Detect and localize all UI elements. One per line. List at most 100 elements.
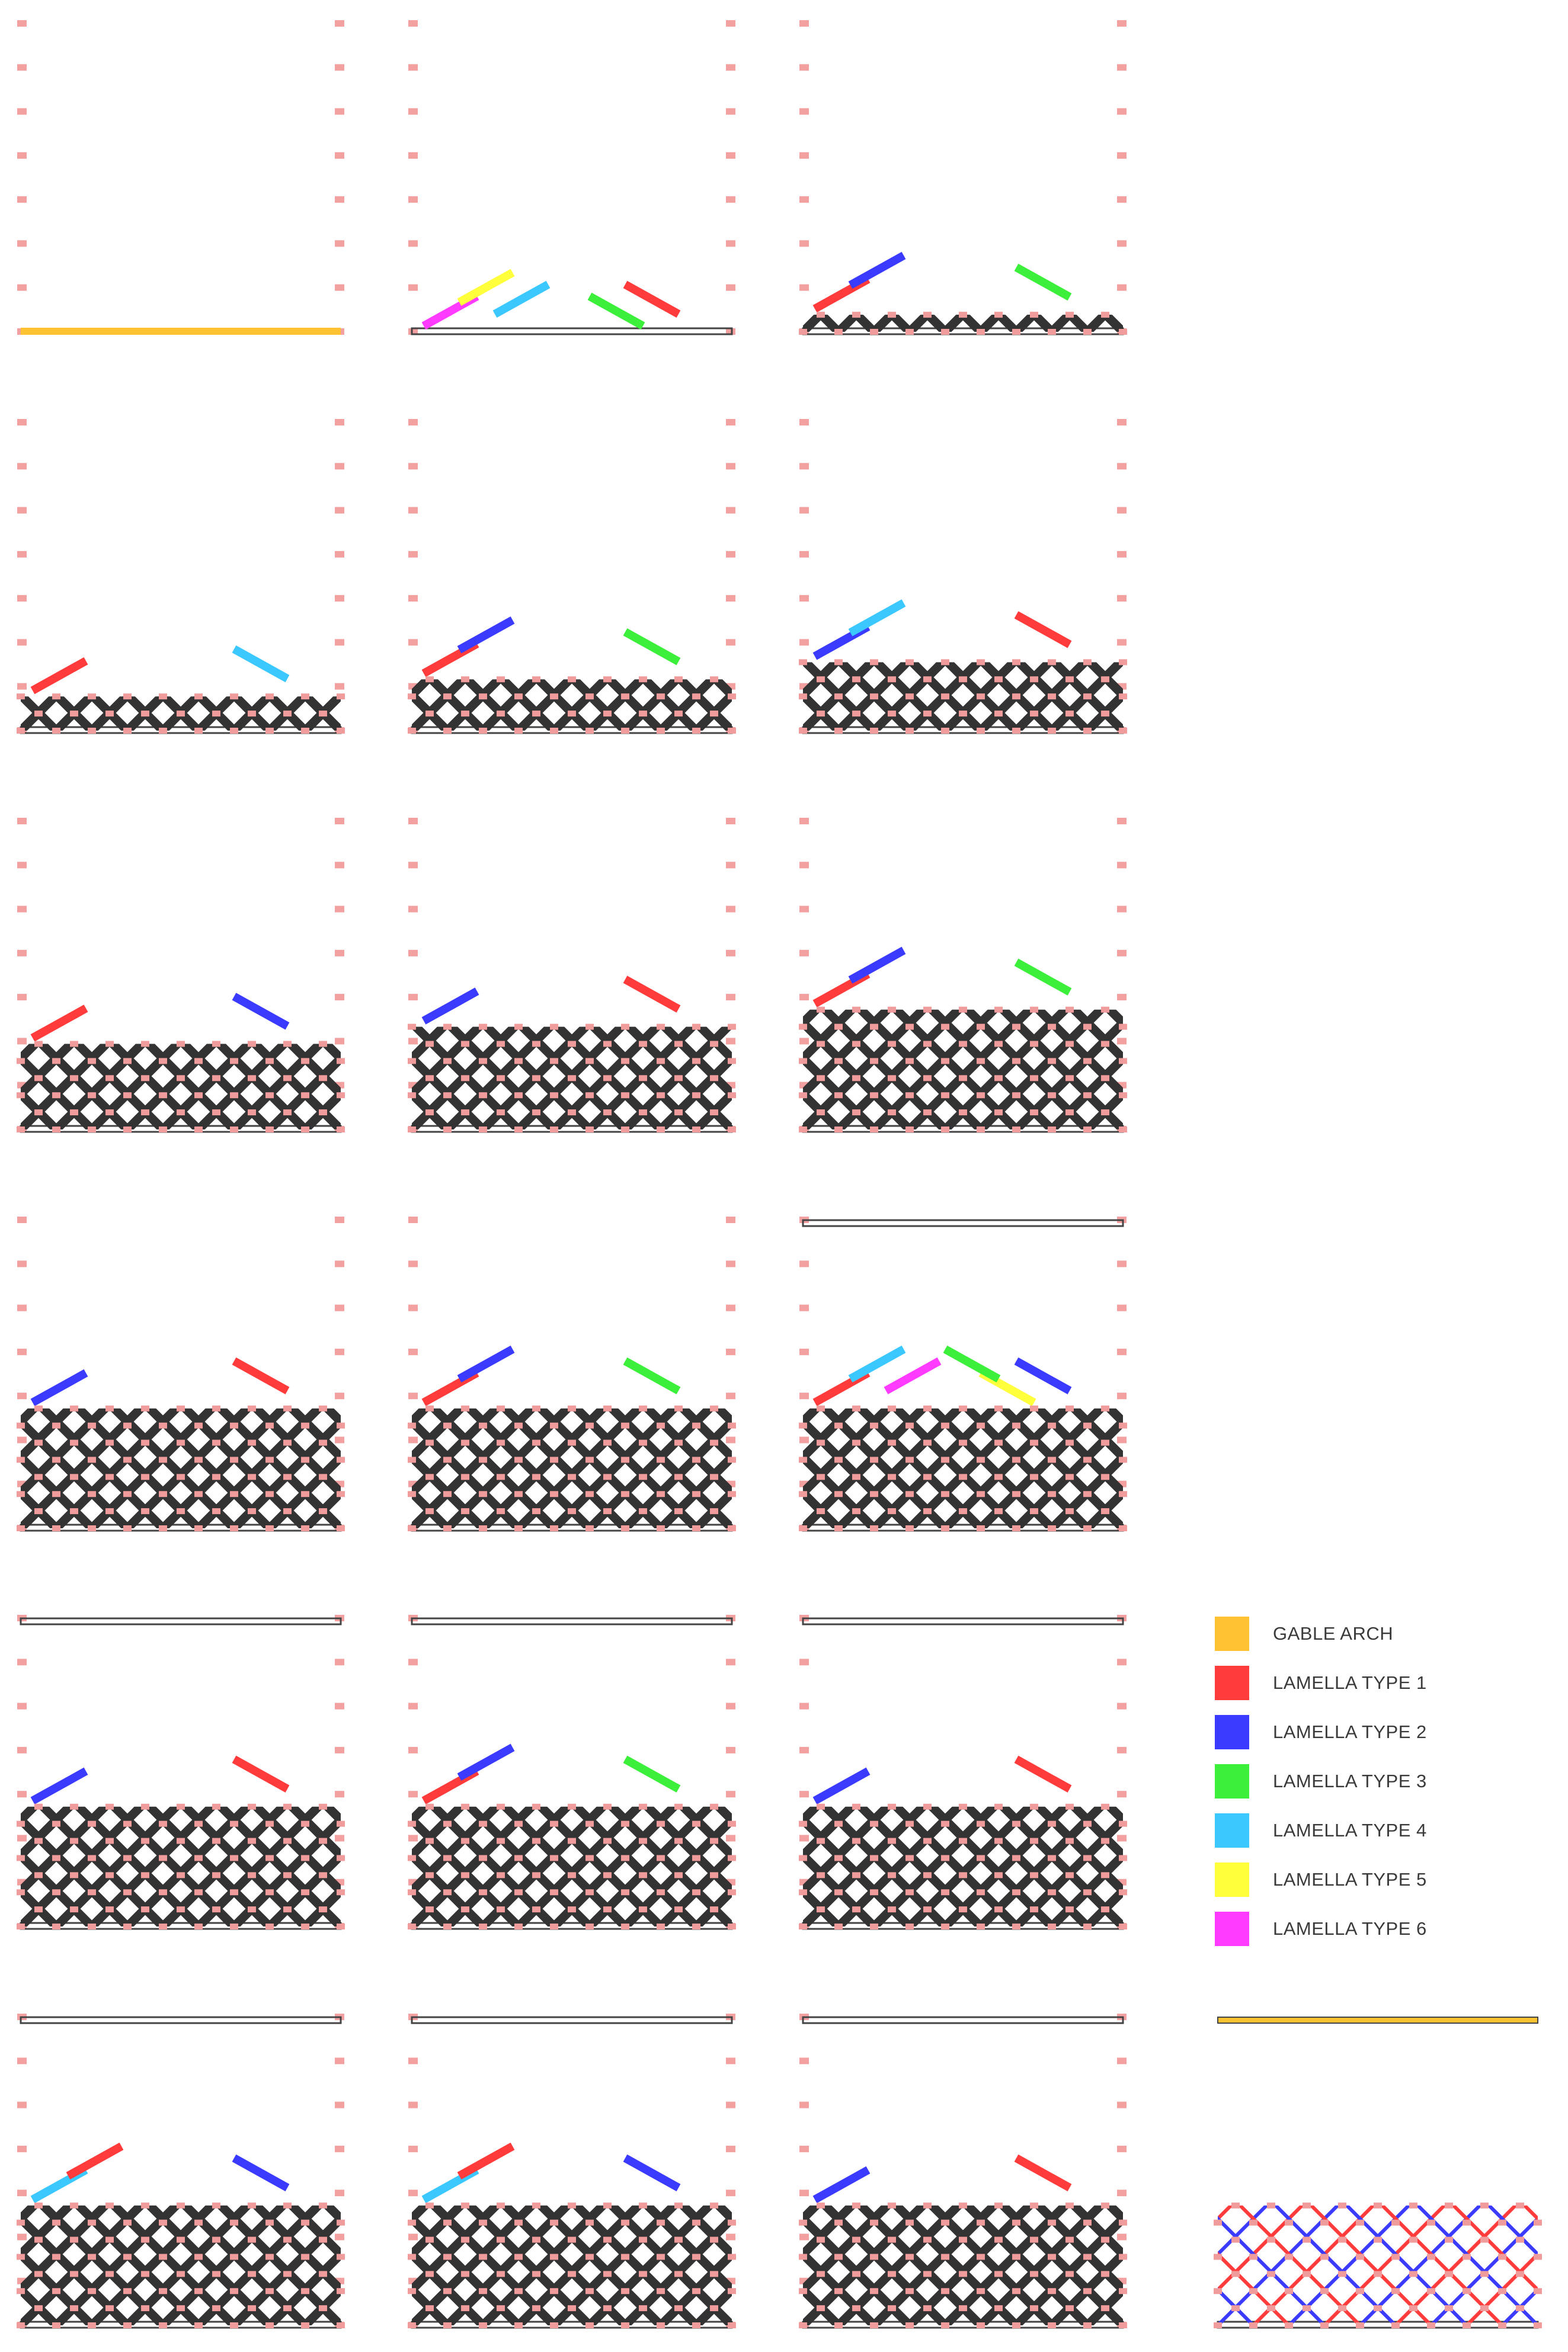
node-marker [17,1889,25,1896]
node-marker [283,1075,292,1081]
edge-marker [726,639,735,646]
node-marker [123,1924,132,1929]
node-marker [692,1457,700,1463]
base-beam [411,1524,733,1532]
node-marker [923,1405,932,1412]
lamella [1336,24,1568,332]
node-marker [888,2305,896,2312]
edge-marker [799,152,809,159]
node-marker [212,1906,220,1913]
node-marker [1356,2288,1364,2295]
node-marker [977,1422,985,1429]
edge-marker [799,2190,809,2197]
node-marker [657,1023,665,1030]
edge-marker [1117,1480,1127,1487]
node-marker [994,1041,1003,1047]
node-marker [710,1439,718,1446]
edge-marker [408,2190,418,2197]
node-marker [461,1439,469,1446]
edge-marker [1117,905,1127,913]
lamella [0,1220,9,1528]
legend-item-lamella-type-1: LAMELLA TYPE 1 [1215,1658,1547,1707]
edge-marker [1117,507,1127,514]
node-marker [994,1474,1003,1480]
node-marker [17,1855,25,1861]
node-marker [301,1457,309,1463]
lamella [1048,662,1123,731]
edge-marker [1117,419,1127,425]
node-marker [194,2322,203,2328]
node-marker [532,1508,540,1515]
node-marker [1048,728,1056,734]
node-marker [105,1906,114,1913]
node-marker [34,711,43,717]
lamella [906,315,933,332]
node-marker [141,1439,149,1446]
edge-marker [799,240,809,247]
node-marker [159,1525,167,1531]
node-marker [52,2254,60,2260]
node-marker [817,1803,825,1810]
node-marker [1285,2322,1293,2328]
node-marker [941,659,949,665]
node-marker [959,1109,967,1116]
node-marker [34,1803,43,1810]
node-marker [1119,1058,1127,1064]
node-marker [159,2322,167,2328]
node-marker [1249,2288,1257,2295]
edge-marker [335,1393,344,1400]
edge-marker [1117,2057,1127,2065]
node-marker [230,2288,238,2295]
edge-marker [799,1304,809,1311]
base-beam [20,2321,342,2329]
node-marker [17,693,25,700]
node-marker [497,1906,505,1913]
edge-marker [408,862,418,869]
node-marker [550,693,558,700]
node-marker [728,2322,736,2328]
node-marker [870,1491,878,1497]
node-marker [870,2254,878,2260]
lamella [1230,1220,1538,1528]
node-marker [585,1422,594,1429]
node-marker [1101,1006,1109,1013]
node-marker [1065,676,1074,683]
lamella [1230,821,1538,1129]
node-marker [408,2254,416,2260]
node-marker [194,693,203,700]
node-marker [657,2219,665,2226]
lamella [933,2017,1241,2325]
node-marker [550,1127,558,1132]
edge-marker [1117,1348,1127,1355]
node-marker [994,1405,1003,1412]
node-marker [1048,1092,1056,1099]
node-marker [1012,1855,1020,1861]
installed-lattice [127,423,732,731]
node-marker [532,1906,540,1913]
node-marker [319,1906,327,1913]
node-marker [977,2219,985,2226]
legend-swatch [1215,1911,1249,1946]
new-lamella-type2 [1014,1357,1072,1394]
node-marker [1338,2305,1346,2312]
lamella [519,24,827,332]
node-marker [585,1525,594,1531]
node-marker [141,2271,149,2277]
node-marker [728,1855,736,1861]
node-marker [70,711,78,717]
node-marker [603,1439,612,1446]
node-marker [425,1041,434,1047]
node-marker [1267,2305,1275,2312]
node-marker [301,1525,309,1531]
edge-marker [799,2277,809,2284]
node-marker [283,711,292,717]
node-marker [1480,2236,1489,2243]
edge-marker [408,1703,418,1710]
lamella [127,423,436,731]
node-marker [1030,1109,1038,1116]
node-marker [17,2254,25,2260]
node-marker [88,2219,96,2226]
lamella [977,1408,1107,1528]
node-marker [1427,2322,1435,2328]
node-marker [17,1525,25,1531]
